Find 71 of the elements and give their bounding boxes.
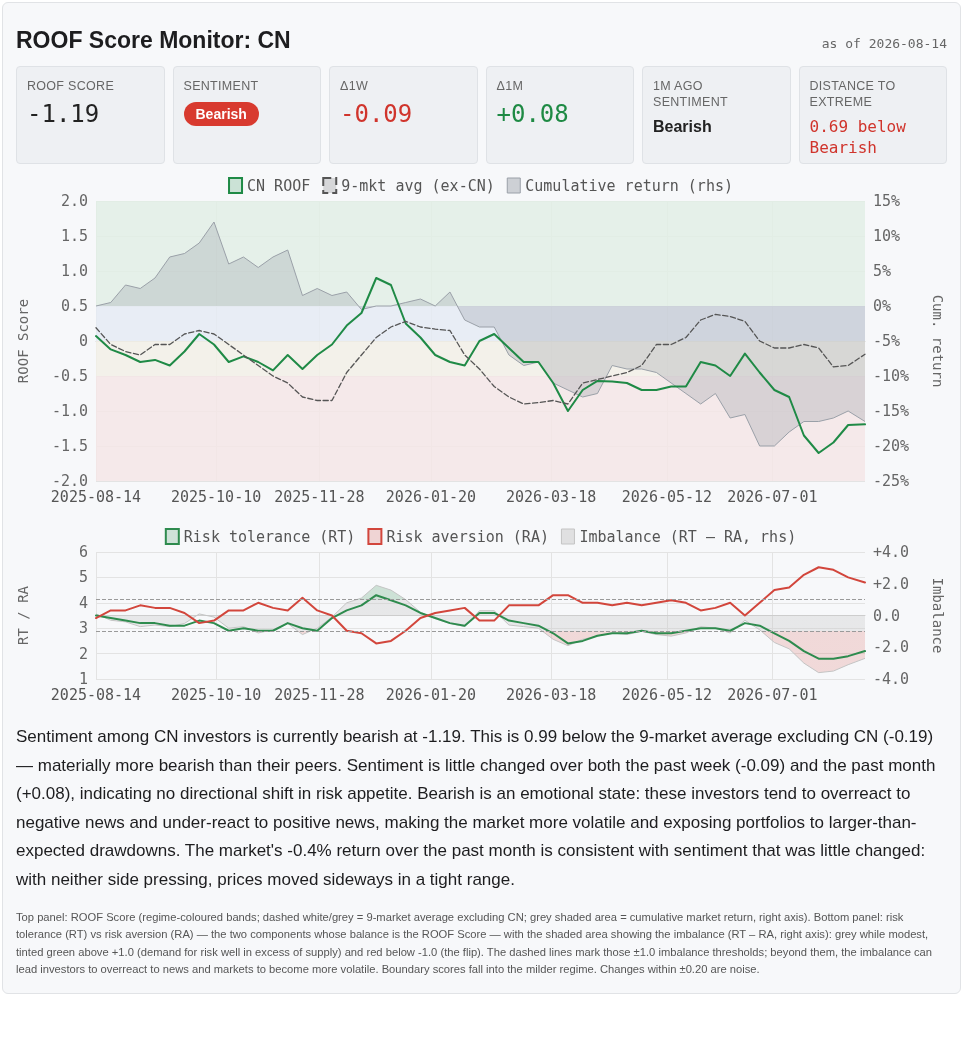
y2-axis-title: Cum. return — [930, 294, 946, 388]
y2-tick-label: 0.0 — [873, 606, 901, 625]
text: SENTIMENT — [183, 78, 260, 94]
x-tick-label: 2025-11-28 — [274, 487, 365, 506]
x-tick-label: 2026-01-20 — [385, 487, 477, 506]
legend-label: Cumulative return (rhs) — [525, 176, 733, 195]
x-tick-label: 2026-03-18 — [505, 487, 597, 506]
y-axis-title: ROOF Score — [15, 298, 31, 384]
x-tick-label: 2025-08-14 — [50, 487, 142, 506]
y-tick-label: 0.5 — [60, 297, 88, 315]
text: DISTANCE TO EXTREME — [809, 78, 897, 110]
y-tick-label: -0.5 — [51, 367, 88, 385]
legend-label: Imbalance (RT – RA, rhs) — [579, 527, 797, 546]
y-axis-title: RT / RA — [15, 585, 31, 646]
legend-label: Risk tolerance (RT) — [183, 527, 356, 546]
x-tick-label: 2025-10-10 — [170, 487, 262, 506]
legend-label: CN ROOF — [247, 176, 311, 195]
y2-tick-label: -5% — [873, 332, 901, 350]
y-tick-label: 1 — [78, 670, 88, 688]
y-tick-label: 0 — [78, 332, 88, 350]
text: Bearish — [653, 117, 713, 137]
line-series — [95, 313, 866, 405]
y-tick-label: 2.0 — [60, 192, 88, 210]
x-tick-label: 2026-05-12 — [621, 487, 713, 506]
y-tick-label: 3 — [78, 619, 88, 638]
x-tick-label: 2026-07-01 — [727, 685, 818, 704]
text: as of 2026-08-14 — [821, 36, 947, 51]
text: -1.19 — [27, 99, 101, 130]
x-tick-label: 2025-10-10 — [170, 685, 262, 704]
text: Δ1W — [340, 78, 369, 94]
y2-tick-label: -25% — [873, 472, 910, 490]
x-tick-label: 2026-07-01 — [727, 487, 818, 506]
y-tick-label: 1.5 — [60, 227, 88, 245]
text: 1M AGO SENTIMENT — [653, 78, 729, 110]
y2-tick-label: +2.0 — [873, 574, 910, 593]
y-tick-label: 5 — [78, 568, 88, 587]
y-tick-label: -1.5 — [51, 437, 88, 455]
x-tick-label: 2026-03-18 — [505, 685, 597, 704]
y2-tick-label: -4.0 — [873, 670, 910, 688]
line-series — [95, 277, 866, 454]
y-tick-label: -2.0 — [51, 472, 88, 490]
y2-tick-label: -15% — [873, 402, 910, 420]
x-tick-label: 2025-11-28 — [274, 685, 365, 704]
text: ROOF Score Monitor: CN — [16, 27, 291, 54]
y2-tick-label: -20% — [873, 437, 910, 455]
y2-tick-label: 5% — [873, 262, 892, 280]
text: Bearish — [183, 102, 259, 126]
text: +0.08 — [496, 99, 570, 130]
text: Top panel: ROOF Score (regime-coloured bands; dashed white/grey = 9-market average excluding CN; grey shaded area = cumulative market return, right axis). Bottom panel: risk tolerance (RT) vs risk aversion (RA) — the two components whose balance is the ROOF Score — with the shaded area showing the imbalance (RT – RA, right axis): grey while modest, tinted green above +1.0 (demand for risk well in excess of supply) and red below -1.0 (the flip). The dashed lines mark those ±1.0 imbalance thresholds; beyond them, the imbalance can lead investors to overreact to news and markets to become more volatile. Boundary scores fall into the milder regime. Changes within ±0.20 are noise. — [16, 909, 934, 978]
x-tick-label: 2025-08-14 — [50, 685, 142, 704]
x-tick-label: 2026-05-12 — [621, 685, 713, 704]
y-tick-label: 6 — [78, 543, 88, 561]
y-tick-label: -1.0 — [51, 402, 88, 420]
text: Sentiment among CN investors is currently bearish at -1.19. This is 0.99 below the 9-market average excluding CN (-0.19) — materially more bearish than their peers. Sentiment is little changed over both the past week (-0.09) and the past month (+0.08), indicating no directional shift in risk appetite. Bearish is an emotional state: these investors tend to overreact to negative news and under-react to positive news, making the market more volatile and exposing portfolios to larger-than-expected drawdowns. The market's -0.4% return over the past month is consistent with sentiment that was little changed: with neither side pressing, prices moved sideways in a tight range. — [16, 726, 937, 891]
y-tick-label: 2 — [78, 644, 88, 663]
text: 0.69 below Bearish — [809, 116, 907, 158]
legend-label: Risk aversion (RA) — [386, 527, 549, 546]
y-tick-label: 4 — [78, 593, 88, 612]
y2-tick-label: 15% — [873, 192, 901, 210]
y2-tick-label: -10% — [873, 367, 910, 385]
text: ROOF SCORE — [27, 78, 116, 94]
text: Δ1M — [496, 78, 525, 94]
y2-axis-title: Imbalance — [930, 577, 946, 654]
x-tick-label: 2026-01-20 — [385, 685, 477, 704]
y2-tick-label: +4.0 — [873, 543, 910, 561]
y2-tick-label: 10% — [873, 227, 901, 245]
text: -0.09 — [340, 99, 414, 130]
legend-label: 9-mkt avg (ex-CN) — [341, 176, 495, 195]
y2-tick-label: -2.0 — [873, 638, 910, 657]
y2-tick-label: 0% — [873, 297, 892, 315]
y-tick-label: 1.0 — [60, 262, 88, 280]
